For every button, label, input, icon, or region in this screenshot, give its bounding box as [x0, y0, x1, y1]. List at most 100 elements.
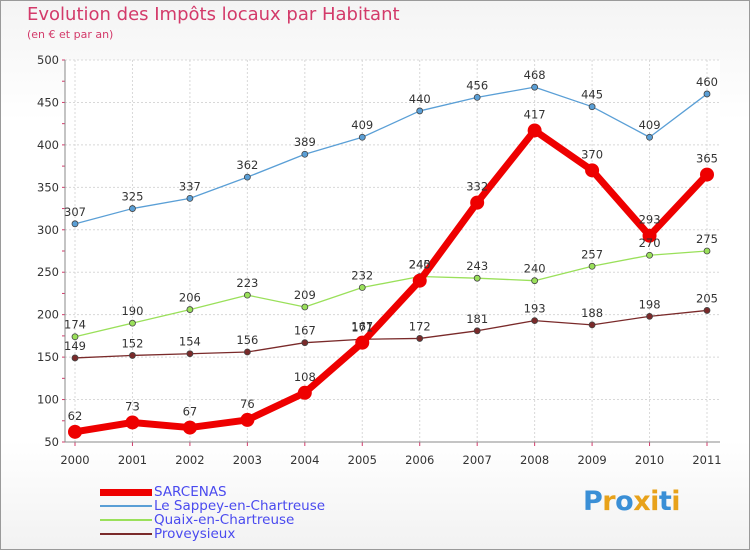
data-label-le-sappey-en-chartreuse: 389	[294, 135, 316, 149]
logo-letter: P	[583, 486, 603, 517]
data-label-le-sappey-en-chartreuse: 409	[639, 118, 661, 132]
x-tick-label: 2002	[175, 453, 204, 467]
data-label-quaix-en-chartreuse: 243	[466, 259, 488, 273]
data-point-quaix-en-chartreuse	[703, 247, 711, 255]
x-tick-label: 2003	[233, 453, 262, 467]
series-line-sarcenas	[71, 126, 711, 436]
data-point-sarcenas	[585, 163, 600, 178]
proxiti-logo: Proxiti	[583, 486, 681, 517]
data-label-proveysieux: 198	[639, 297, 661, 311]
legend-label: SARCENAS	[154, 484, 227, 500]
x-tick-label: 2009	[577, 453, 606, 467]
axes: 50 100 150 200 250 300 350 400 450 500 2000 2001 200…	[37, 53, 722, 467]
data-point-quaix-en-chartreuse	[358, 284, 366, 291]
y-tick-label: 250	[37, 265, 59, 279]
data-label-proveysieux: 188	[581, 306, 603, 320]
data-label-le-sappey-en-chartreuse: 460	[696, 75, 718, 89]
logo-letter: i	[671, 486, 681, 517]
data-point-quaix-en-chartreuse	[588, 262, 596, 270]
data-label-quaix-en-chartreuse: 190	[121, 304, 143, 318]
data-point-proveysieux	[473, 327, 481, 335]
data-point-proveysieux	[531, 317, 539, 325]
plot-area	[65, 60, 720, 442]
data-point-sarcenas	[355, 335, 370, 350]
legend-swatch	[100, 488, 152, 496]
legend-swatch	[100, 519, 152, 521]
data-point-quaix-en-chartreuse	[129, 319, 136, 327]
x-tick-label: 2006	[405, 453, 434, 467]
data-label-proveysieux: 167	[294, 324, 316, 338]
data-label-proveysieux: 172	[409, 319, 431, 333]
data-label-quaix-en-chartreuse: 223	[236, 276, 258, 290]
data-label-proveysieux: 152	[121, 336, 143, 350]
data-point-proveysieux	[71, 354, 79, 362]
data-point-le-sappey-en-chartreuse	[71, 220, 79, 228]
data-point-proveysieux	[301, 339, 309, 347]
data-label-quaix-en-chartreuse: 209	[294, 288, 316, 302]
data-point-le-sappey-en-chartreuse	[646, 133, 653, 141]
x-tick-label: 2004	[290, 453, 319, 467]
data-point-le-sappey-en-chartreuse	[301, 150, 309, 158]
data-label-le-sappey-en-chartreuse: 456	[466, 78, 488, 92]
data-label-sarcenas: 240	[409, 258, 431, 272]
x-tick-label: 2008	[520, 453, 549, 467]
data-point-sarcenas	[182, 420, 197, 435]
data-point-sarcenas	[527, 123, 542, 138]
data-point-le-sappey-en-chartreuse	[186, 194, 194, 202]
data-label-proveysieux: 193	[524, 302, 546, 316]
data-label-proveysieux: 171	[351, 320, 373, 334]
data-point-sarcenas	[700, 167, 714, 182]
series-line-quaix-en-chartreuse	[74, 250, 708, 338]
data-label-sarcenas: 370	[581, 147, 603, 161]
data-point-proveysieux	[703, 307, 711, 314]
data-label-le-sappey-en-chartreuse: 307	[64, 205, 86, 219]
logo-letter: x	[633, 486, 651, 517]
data-point-sarcenas	[297, 385, 312, 400]
data-label-quaix-en-chartreuse: 232	[351, 269, 373, 283]
data-label-sarcenas: 76	[240, 397, 255, 411]
y-tick-label: 50	[44, 435, 59, 449]
data-point-le-sappey-en-chartreuse	[703, 90, 711, 98]
data-label-quaix-en-chartreuse: 206	[179, 291, 201, 305]
x-tick-label: 2005	[348, 453, 377, 467]
logo-letter: r	[602, 486, 616, 517]
data-label-proveysieux: 156	[236, 333, 258, 347]
data-label-sarcenas: 365	[696, 152, 718, 166]
data-point-sarcenas	[642, 228, 657, 243]
logo-letter: o	[615, 486, 634, 517]
y-tick-label: 150	[37, 350, 59, 364]
logo-letter: i	[650, 486, 659, 517]
data-point-le-sappey-en-chartreuse	[531, 83, 539, 91]
y-tick-label: 350	[37, 180, 59, 194]
series-line-proveysieux	[74, 309, 708, 359]
data-label-sarcenas: 108	[294, 370, 316, 384]
series-group	[68, 83, 714, 439]
data-point-proveysieux	[416, 335, 424, 342]
data-label-sarcenas: 417	[524, 107, 546, 121]
data-point-le-sappey-en-chartreuse	[416, 107, 424, 115]
data-point-le-sappey-en-chartreuse	[243, 173, 251, 181]
data-point-quaix-en-chartreuse	[646, 251, 653, 259]
data-label-quaix-en-chartreuse: 245	[409, 257, 431, 271]
x-tick-label: 2001	[118, 453, 147, 467]
data-point-quaix-en-chartreuse	[473, 274, 481, 282]
data-point-sarcenas	[68, 424, 82, 439]
data-label-quaix-en-chartreuse: 174	[64, 318, 86, 332]
data-point-proveysieux	[646, 312, 653, 320]
data-point-proveysieux	[588, 321, 596, 329]
x-tick-label: 2011	[692, 453, 721, 467]
data-point-le-sappey-en-chartreuse	[129, 205, 136, 212]
data-point-sarcenas	[412, 273, 427, 288]
data-label-quaix-en-chartreuse: 275	[696, 232, 718, 246]
legend-label: Proveysieux	[154, 526, 236, 542]
data-label-le-sappey-en-chartreuse: 337	[179, 179, 201, 193]
y-tick-label: 400	[37, 138, 59, 152]
data-label-le-sappey-en-chartreuse: 440	[409, 92, 431, 106]
data-label-sarcenas: 62	[68, 409, 83, 423]
data-point-quaix-en-chartreuse	[243, 291, 251, 299]
y-tick-label: 300	[37, 223, 59, 237]
data-label-sarcenas: 332	[466, 180, 488, 194]
x-tick-label: 2007	[463, 453, 492, 467]
data-point-le-sappey-en-chartreuse	[588, 103, 596, 111]
x-tick-label: 2010	[635, 453, 664, 467]
